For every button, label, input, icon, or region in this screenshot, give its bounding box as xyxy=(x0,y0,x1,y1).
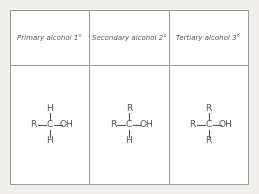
Text: H: H xyxy=(46,104,53,113)
Text: Secondary alcohol 2°: Secondary alcohol 2° xyxy=(92,34,166,41)
Text: C: C xyxy=(46,120,53,129)
Text: C: C xyxy=(205,120,212,129)
Text: R: R xyxy=(126,104,132,113)
Text: R: R xyxy=(110,120,116,129)
Text: H: H xyxy=(46,136,53,145)
Text: R: R xyxy=(205,136,212,145)
Text: C: C xyxy=(126,120,132,129)
Text: OH: OH xyxy=(139,120,153,129)
Bar xyxy=(10,10,248,184)
Text: OH: OH xyxy=(219,120,232,129)
Text: R: R xyxy=(205,104,212,113)
Text: OH: OH xyxy=(60,120,73,129)
Text: R: R xyxy=(30,120,37,129)
Text: R: R xyxy=(189,120,196,129)
Text: Primary alcohol 1°: Primary alcohol 1° xyxy=(17,34,82,41)
Text: H: H xyxy=(126,136,132,145)
Text: Tertiary alcohol 3°: Tertiary alcohol 3° xyxy=(176,34,241,41)
